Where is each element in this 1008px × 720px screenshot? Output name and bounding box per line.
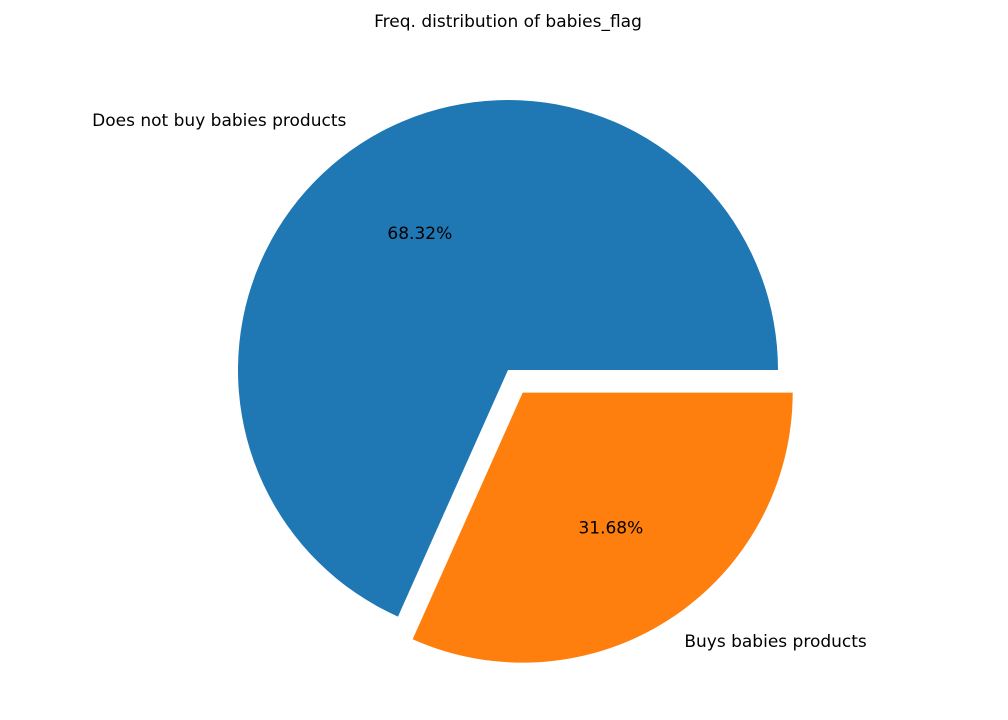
slice-label-0: Does not buy babies products [92, 111, 346, 131]
chart-title: Freq. distribution of babies_flag [374, 12, 642, 32]
pie-slice-1 [412, 392, 793, 663]
pie-slices [237, 100, 793, 663]
slice-label-1: Buys babies products [684, 632, 867, 652]
slice-pct-label-1: 31.68% [578, 519, 643, 539]
slice-pct-label-0: 68.32% [387, 224, 452, 244]
pie-slice-0 [237, 100, 778, 617]
pie-labels: Does not buy babies products 68.32% Buys b… [92, 111, 867, 652]
